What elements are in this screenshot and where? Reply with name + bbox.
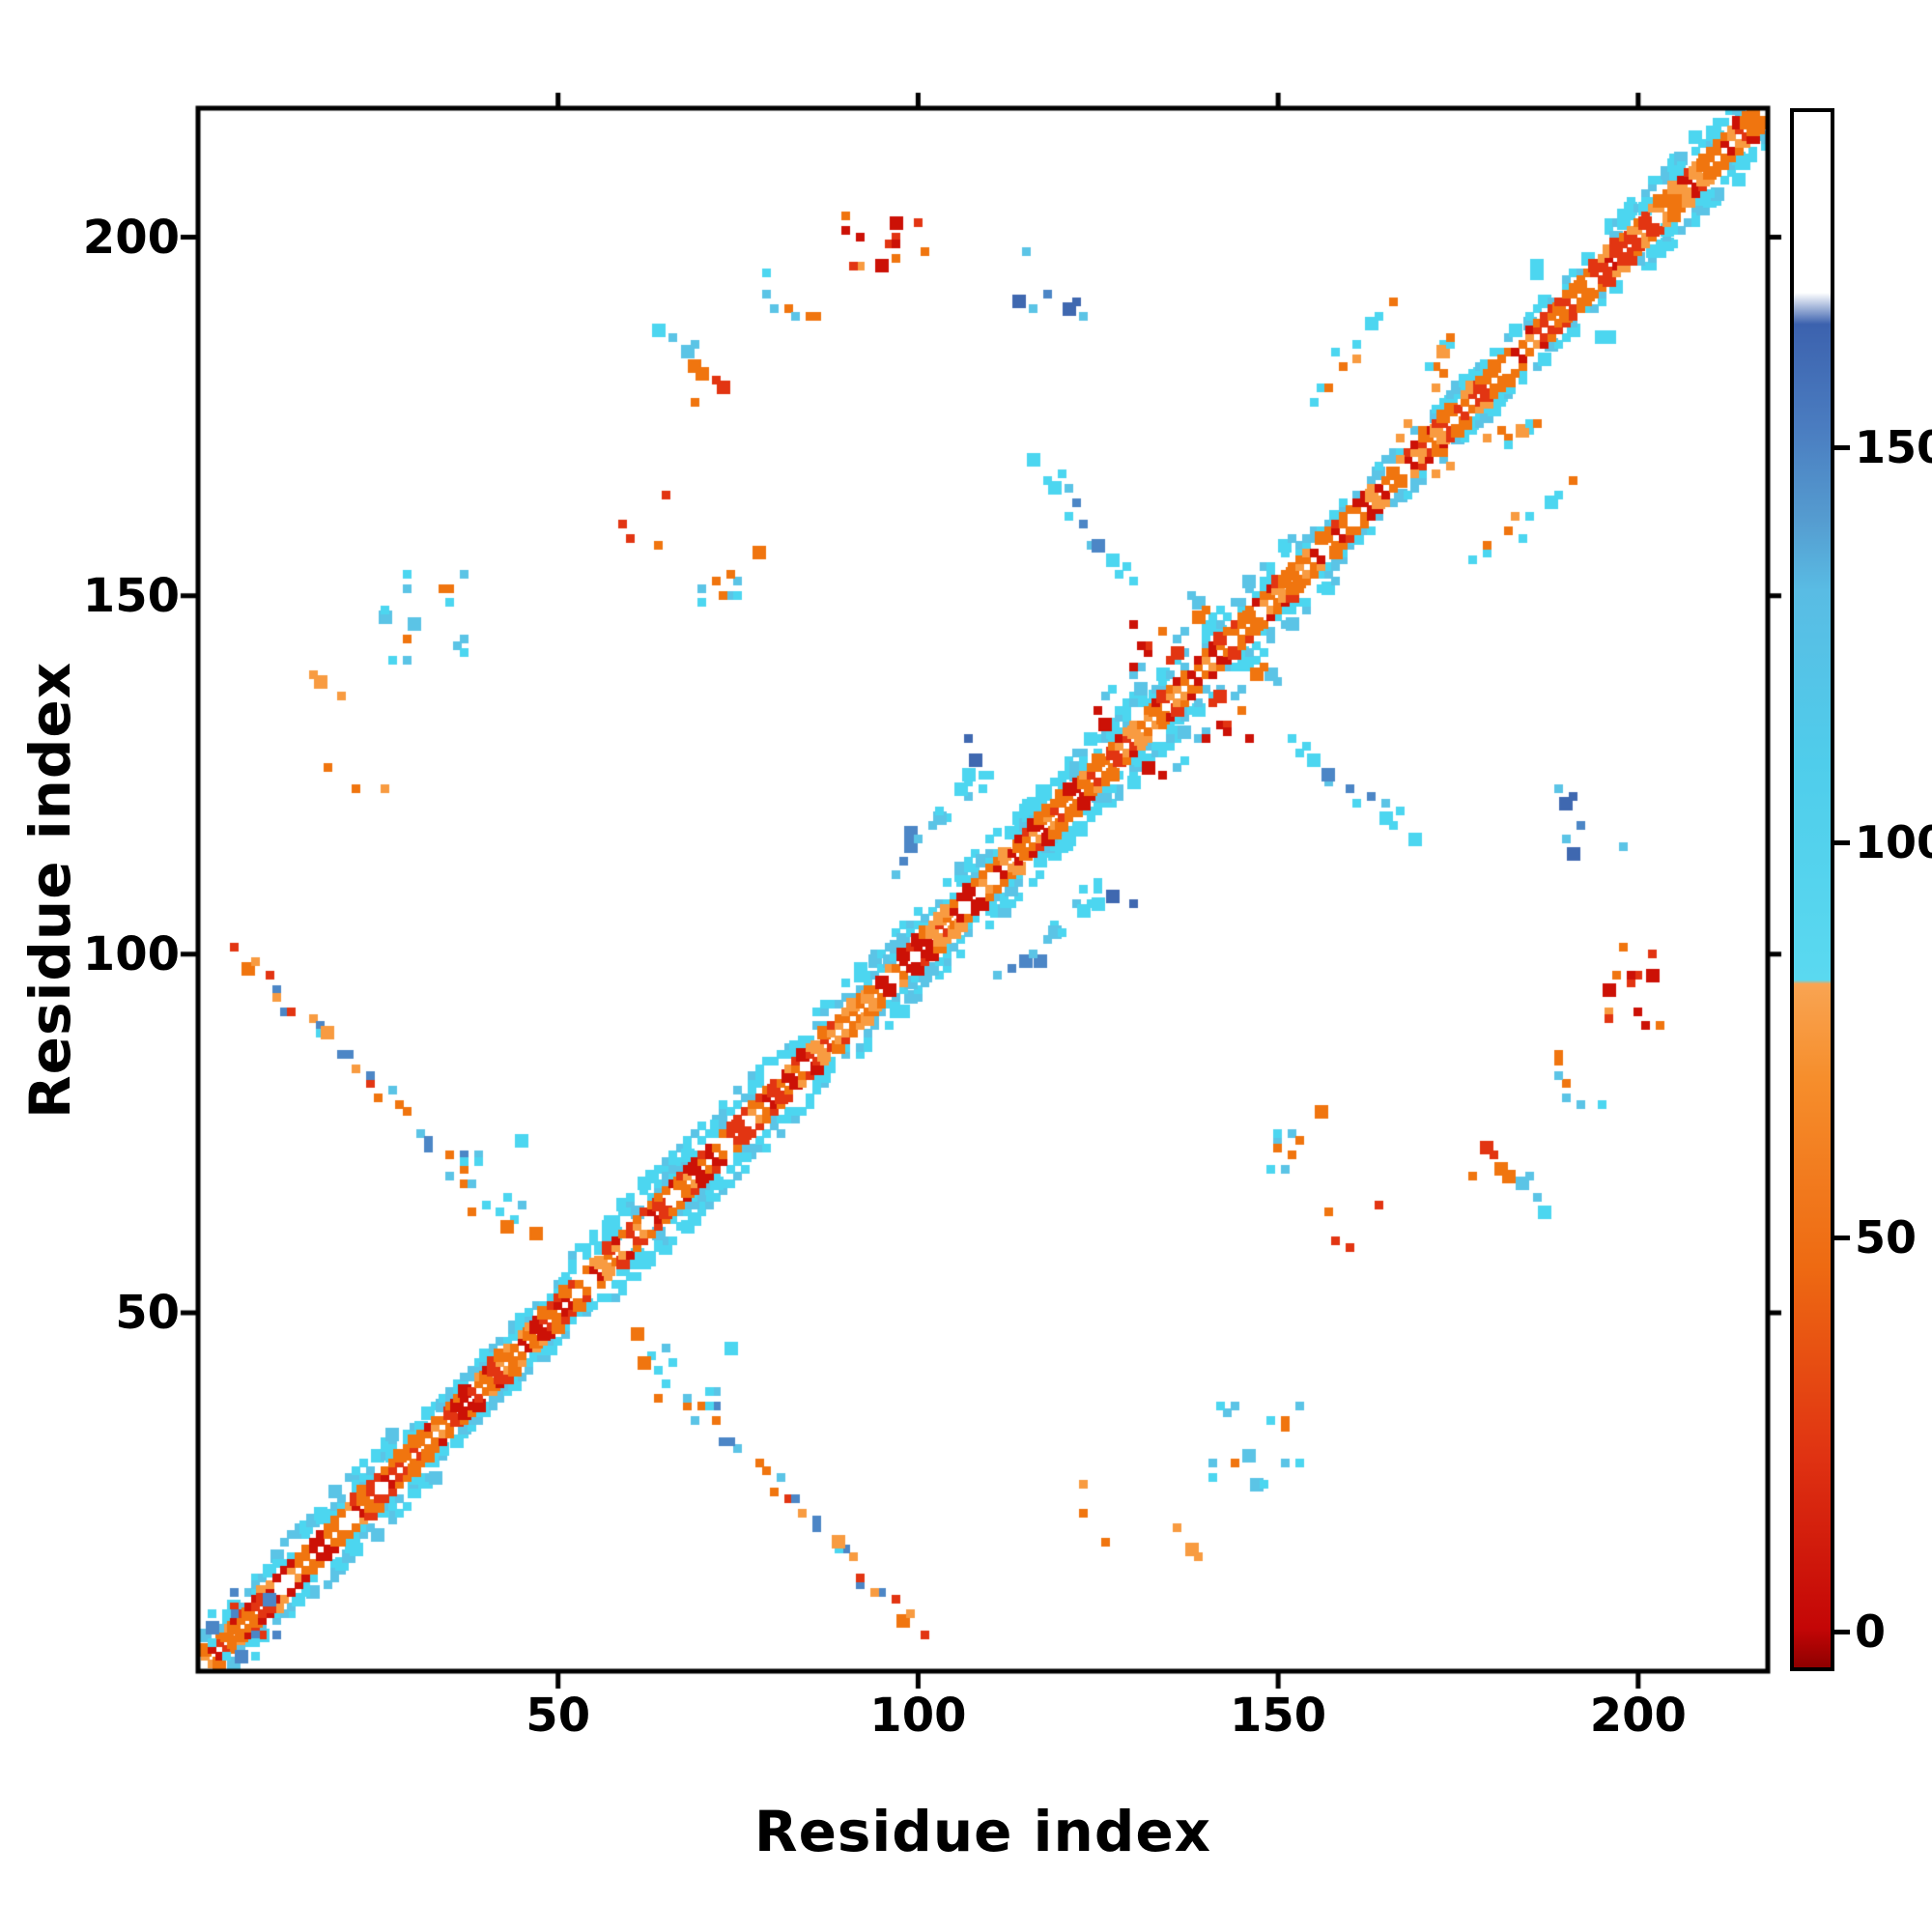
colorbar-tick-mark-50 xyxy=(1834,1235,1850,1240)
x-tick-label-150: 150 xyxy=(1230,1689,1327,1743)
y-tick-label-50: 50 xyxy=(115,1285,180,1340)
x-tick-label-100: 100 xyxy=(869,1689,967,1743)
x-axis-title: Residue index xyxy=(753,1799,1212,1864)
colorbar-tick-label-0: 0 xyxy=(1855,1605,1887,1659)
y-tick-label-150: 150 xyxy=(82,568,180,623)
colorbar-tick-label-150: 150 xyxy=(1855,421,1932,474)
x-tick-label-50: 50 xyxy=(526,1689,591,1743)
colorbar-tick-mark-0 xyxy=(1834,1630,1850,1635)
colorbar-tick-label-50: 50 xyxy=(1855,1210,1918,1264)
colorbar-tick-mark-100 xyxy=(1834,839,1850,845)
x-tick-label-200: 200 xyxy=(1589,1689,1687,1743)
y-axis-title: Residue index xyxy=(17,661,83,1119)
y-tick-label-100: 100 xyxy=(82,926,180,981)
colorbar-tick-mark-150 xyxy=(1834,445,1850,451)
colorbar xyxy=(1790,108,1834,1671)
colorbar-tick-label-100: 100 xyxy=(1855,815,1932,868)
y-tick-label-200: 200 xyxy=(82,210,180,265)
